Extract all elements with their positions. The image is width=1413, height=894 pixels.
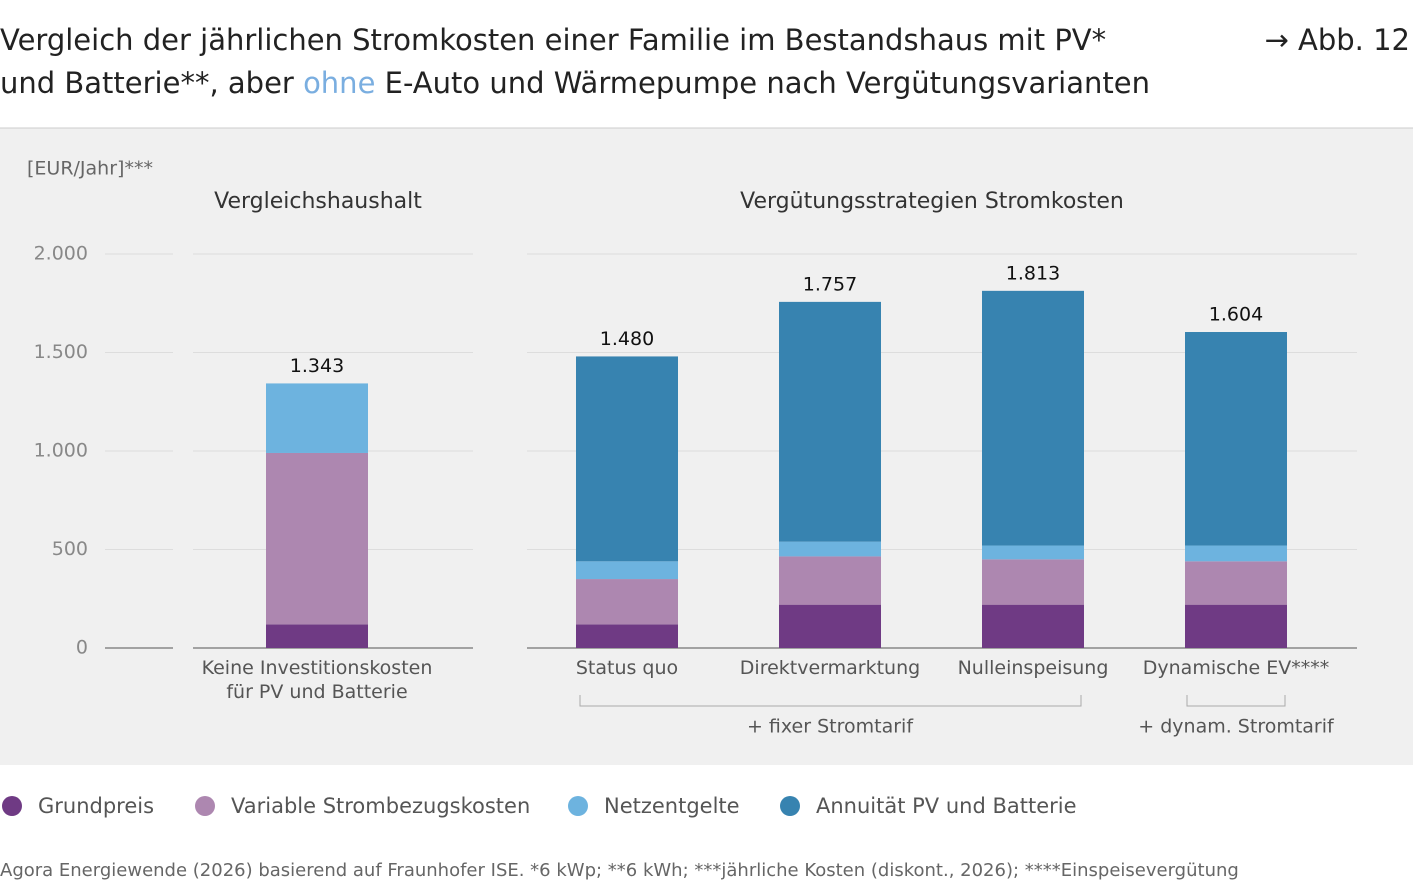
x-tick-label: Dynamische EV**** bbox=[1142, 657, 1330, 679]
legend-label: Grundpreis bbox=[38, 794, 154, 818]
y-tick-label: 1.500 bbox=[34, 341, 88, 363]
x-tick-label: Nulleinspeisung bbox=[957, 657, 1109, 679]
panel-title: Vergütungsstrategien Stromkosten bbox=[740, 189, 1124, 214]
bracket-label: + fixer Stromtarif bbox=[747, 716, 914, 738]
bar-segment bbox=[266, 383, 368, 453]
figure-label: → Abb. 12 bbox=[1264, 23, 1410, 57]
bar-segment bbox=[1185, 561, 1287, 605]
legend-label: Variable Strombezugskosten bbox=[231, 794, 530, 818]
legend-marker bbox=[780, 796, 800, 816]
total-label: 1.604 bbox=[1209, 304, 1263, 326]
total-label: 1.813 bbox=[1006, 262, 1060, 284]
bar-segment bbox=[266, 624, 368, 648]
y-unit: [EUR/Jahr]*** bbox=[27, 158, 153, 180]
legend-label: Annuität PV und Batterie bbox=[816, 794, 1077, 818]
bar-segment bbox=[982, 604, 1084, 648]
bar-segment bbox=[982, 545, 1084, 560]
legend-label: Netzentgelte bbox=[604, 794, 740, 818]
bracket bbox=[1186, 695, 1286, 707]
bar-segment bbox=[1185, 332, 1287, 546]
title-part: und Batterie**, aber bbox=[0, 66, 303, 100]
plot-background bbox=[0, 128, 1413, 765]
panel-title: Vergleichshaushalt bbox=[214, 189, 422, 214]
y-tick-label: 0 bbox=[76, 637, 88, 659]
bar-segment bbox=[982, 290, 1084, 546]
y-tick-label: 2.000 bbox=[34, 243, 88, 265]
title-line: und Batterie**, aber ohne E-Auto und Wär… bbox=[0, 66, 1150, 100]
legend-marker bbox=[568, 796, 588, 816]
legend-marker bbox=[2, 796, 22, 816]
bar-segment bbox=[779, 541, 881, 557]
bar-segment bbox=[576, 356, 678, 562]
x-tick-label: Status quo bbox=[575, 657, 679, 679]
source: Agora Energiewende (2026) basierend auf … bbox=[0, 860, 1239, 881]
bar-segment bbox=[779, 301, 881, 542]
x-tick-label: Keine Investitionskosten für PV und Batt… bbox=[201, 657, 433, 703]
x-tick-label: Direktvermarktung bbox=[739, 657, 921, 679]
bracket bbox=[579, 695, 1082, 707]
bar-segment bbox=[576, 579, 678, 625]
bar-segment bbox=[779, 556, 881, 605]
bar-segment bbox=[266, 452, 368, 625]
bar-segment bbox=[982, 559, 1084, 605]
total-label: 1.343 bbox=[290, 355, 344, 377]
total-label: 1.480 bbox=[600, 328, 654, 350]
y-tick-label: 1.000 bbox=[34, 440, 88, 462]
bracket-label: + dynam. Stromtarif bbox=[1138, 716, 1335, 738]
bar-segment bbox=[1185, 604, 1287, 648]
bar-segment bbox=[779, 604, 881, 648]
y-tick-label: 500 bbox=[52, 538, 88, 560]
title-part: E-Auto und Wärmepumpe nach Vergütungsvar… bbox=[375, 66, 1150, 100]
total-label: 1.757 bbox=[803, 273, 857, 295]
legend-marker bbox=[195, 796, 215, 816]
bar-segment bbox=[576, 561, 678, 580]
bar-segment bbox=[576, 624, 678, 648]
bar-segment bbox=[1185, 545, 1287, 562]
title-line: Vergleich der jährlichen Stromkosten ein… bbox=[0, 23, 1106, 57]
title-highlight: ohne bbox=[303, 66, 375, 100]
